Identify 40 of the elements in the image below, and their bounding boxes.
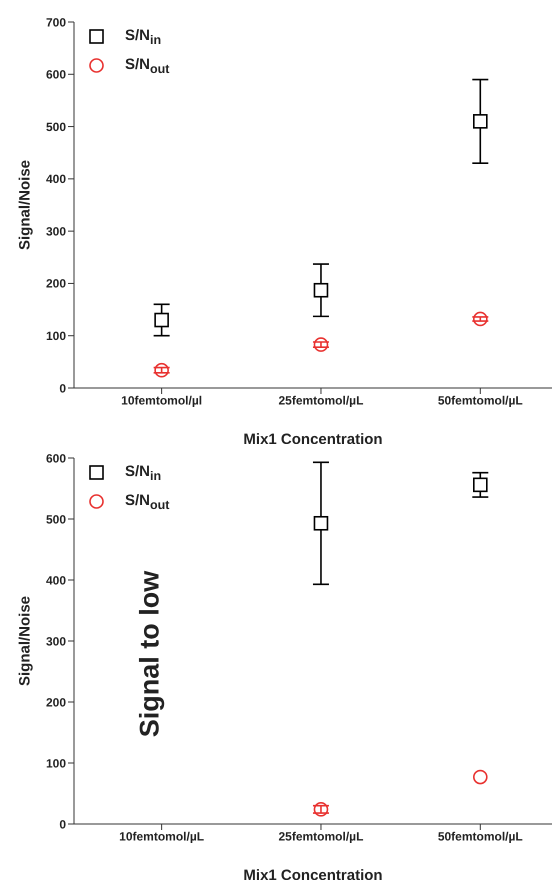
y-tick-label: 500 xyxy=(46,512,66,526)
y-tick-label: 500 xyxy=(46,120,66,134)
y-axis-title: Signal/Noise xyxy=(16,596,34,686)
y-tick-label: 400 xyxy=(46,172,66,186)
point xyxy=(314,802,328,817)
y-tick-label: 100 xyxy=(46,756,66,770)
y-tick-label: 0 xyxy=(59,381,66,396)
point xyxy=(154,312,169,328)
x-tick-label: 50femtomol/µL xyxy=(438,394,523,408)
legend-label: S/N$_{out}$ xyxy=(125,56,170,76)
x-tick-label: 50femtomol/µL xyxy=(438,830,523,844)
legend-label: S/N$_{in}$ xyxy=(125,26,162,46)
y-tick-label: 300 xyxy=(46,224,66,238)
y-tick-label: 600 xyxy=(46,68,66,82)
x-axis-title: Mix1 Concentration xyxy=(243,867,383,881)
y-tick-label: 700 xyxy=(46,15,66,30)
point xyxy=(473,312,488,326)
point xyxy=(473,478,488,492)
y-tick-label: 400 xyxy=(46,573,66,588)
point xyxy=(314,337,328,352)
x-tick-label: 10femtomol/µl xyxy=(121,394,202,408)
x-tick-label: 25femtomol/µL xyxy=(278,394,364,408)
y-tick-label: 0 xyxy=(59,817,66,832)
annotation: Signal to low xyxy=(134,570,166,738)
legend-label: S/N$_{out}$ xyxy=(125,492,170,512)
point xyxy=(154,362,169,378)
legend-label: S/N$_{in}$ xyxy=(125,462,162,482)
y-tick-label: 100 xyxy=(46,328,66,343)
x-tick-label: 10femtomol/µL xyxy=(119,830,204,844)
y-tick-label: 600 xyxy=(46,451,66,466)
x-tick-label: 25femtomol/µL xyxy=(278,830,364,844)
point xyxy=(473,114,488,129)
y-tick-label: 300 xyxy=(46,634,66,648)
x-axis-title: Mix1 Concentration xyxy=(243,431,383,448)
y-tick-label: 200 xyxy=(46,276,66,291)
y-axis-title: Signal/Noise xyxy=(16,160,34,250)
point xyxy=(314,282,328,298)
y-tick-label: 200 xyxy=(46,695,66,710)
point xyxy=(314,516,328,531)
point xyxy=(473,770,488,784)
